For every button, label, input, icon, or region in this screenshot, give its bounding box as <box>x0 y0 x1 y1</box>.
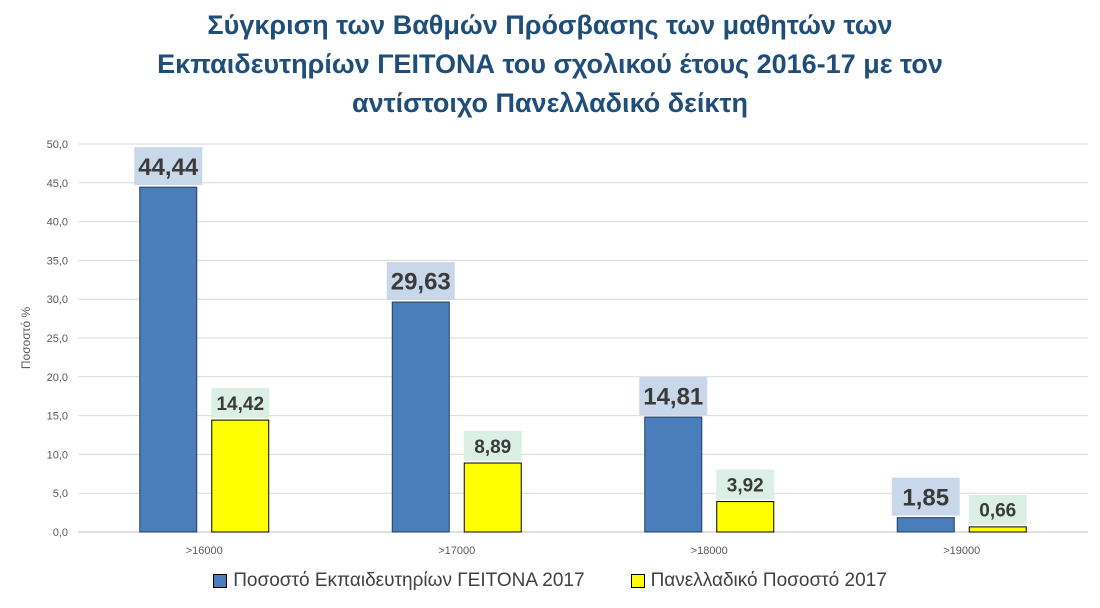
y-tick-label: 10,0 <box>47 449 68 461</box>
y-tick-label: 50,0 <box>47 139 68 151</box>
y-tick-label: 25,0 <box>47 333 68 345</box>
x-tick-label: >16000 <box>186 545 223 557</box>
data-label-bg-series-1 <box>639 377 708 416</box>
y-tick-label: 45,0 <box>47 178 68 190</box>
y-tick-label: 35,0 <box>47 255 68 267</box>
legend-swatch-series-2 <box>630 574 645 588</box>
data-label-series-2: 0,66 <box>979 501 1016 522</box>
data-label-series-1: 29,63 <box>391 269 451 296</box>
data-label-bg-series-2 <box>211 388 270 419</box>
chart-title-line-1: Σύγκριση των Βαθμών Πρόσβασης των μαθητώ… <box>207 10 893 40</box>
bar-series-2 <box>968 526 1027 533</box>
y-axis-label: Ποσοστό % <box>19 307 33 370</box>
y-tick-label: 5,0 <box>53 488 68 500</box>
bar-series-1 <box>139 186 198 533</box>
x-tick-label: >18000 <box>691 545 728 557</box>
data-label-series-1: 1,85 <box>902 484 949 511</box>
data-label-bg-series-1 <box>134 147 203 186</box>
data-label-series-1: 14,81 <box>643 384 703 411</box>
legend-swatch-series-1 <box>213 574 228 588</box>
x-tick-label: >19000 <box>943 545 980 557</box>
data-label-series-1: 44,44 <box>138 154 199 181</box>
y-tick-label: 20,0 <box>47 372 68 384</box>
y-tick-label: 0,0 <box>53 527 68 539</box>
chart-title-line-2: Εκπαιδευτηρίων ΓΕΙΤΟΝΑ του σχολικού έτου… <box>157 49 943 79</box>
y-tick-label: 30,0 <box>47 294 68 306</box>
data-label-bg-series-2 <box>716 469 775 500</box>
data-label-series-2: 14,42 <box>216 394 264 415</box>
data-label-bg-series-2 <box>463 431 522 462</box>
data-label-bg-series-2 <box>968 494 1027 525</box>
legend-item-series-2: Πανελλαδικό Ποσοστό 2017 <box>630 570 887 592</box>
chart-legend: Ποσοστό Εκπαιδευτηρίων ΓΕΙΤΟΝΑ 2017 Πανε… <box>0 570 1100 592</box>
bar-series-1 <box>896 517 955 533</box>
x-tick-label: >17000 <box>438 545 475 557</box>
chart-title-line-3: αντίστοιχο Πανελλαδικό δείκτη <box>351 88 749 118</box>
data-label-bg-series-1 <box>386 262 455 301</box>
bar-series-1 <box>391 301 450 533</box>
data-label-series-2: 8,89 <box>474 437 511 458</box>
bar-series-1 <box>644 416 703 533</box>
chart-title: Σύγκριση των Βαθμών Πρόσβασης των μαθητώ… <box>0 6 1100 123</box>
data-label-bg-series-1 <box>891 477 960 516</box>
bar-series-2 <box>211 419 270 533</box>
data-label-series-2: 3,92 <box>727 475 764 496</box>
bar-series-2 <box>716 501 775 533</box>
legend-label-series-1: Ποσοστό Εκπαιδευτηρίων ΓΕΙΤΟΝΑ 2017 <box>233 570 585 591</box>
y-tick-label: 15,0 <box>47 411 68 423</box>
y-tick-label: 40,0 <box>47 217 68 229</box>
legend-item-series-1: Ποσοστό Εκπαιδευτηρίων ΓΕΙΤΟΝΑ 2017 <box>213 570 585 592</box>
legend-label-series-2: Πανελλαδικό Ποσοστό 2017 <box>650 570 887 591</box>
bar-series-2 <box>463 462 522 533</box>
